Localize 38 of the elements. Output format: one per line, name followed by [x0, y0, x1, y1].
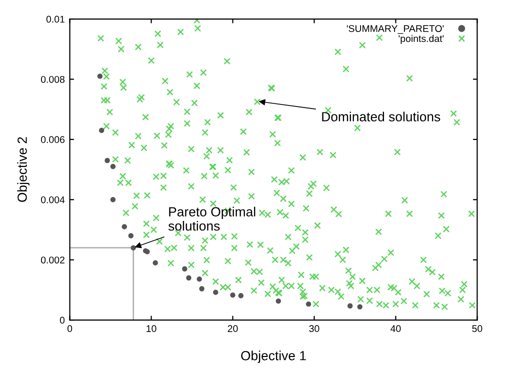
point	[196, 276, 202, 282]
point	[110, 164, 116, 170]
y-tick-label: 0.01	[46, 16, 64, 23]
point	[238, 293, 244, 298]
x-tick-label: 50	[472, 325, 482, 332]
point	[152, 260, 158, 266]
point	[97, 74, 103, 79]
x-tick-label: 40	[390, 325, 401, 332]
y-axis-title: Objective 2	[17, 137, 30, 202]
point	[104, 158, 110, 164]
point	[306, 301, 312, 307]
point	[186, 275, 192, 280]
point	[276, 298, 281, 304]
point	[213, 290, 218, 295]
annotation: Dominated solutions	[322, 112, 440, 122]
y-tick-label: 0.002	[40, 256, 64, 264]
point	[347, 303, 353, 308]
point	[199, 286, 204, 292]
point	[182, 266, 188, 272]
legend-label: 'points.dat'	[398, 34, 444, 44]
x-tick-label: 20	[228, 325, 238, 332]
point	[122, 224, 127, 230]
y-tick-label: 0.004	[40, 196, 65, 204]
point	[130, 245, 136, 250]
annotation: Pareto Optimal solutions	[168, 206, 256, 231]
point	[357, 304, 362, 310]
x-tick-label: 10	[146, 325, 156, 332]
point	[128, 233, 134, 238]
y-tick-label: 0.008	[40, 76, 65, 83]
y-tick-label: 0	[60, 316, 65, 324]
x-axis-title: Objective 1	[241, 350, 306, 363]
point	[110, 197, 116, 202]
legend-label: 'SUMMARY_PARETO'	[346, 25, 444, 34]
x-tick-label: 30	[309, 325, 320, 332]
x-tick-label: 0	[67, 325, 72, 332]
point	[98, 128, 104, 133]
y-tick-label: 0.006	[40, 136, 65, 144]
point	[230, 292, 236, 298]
